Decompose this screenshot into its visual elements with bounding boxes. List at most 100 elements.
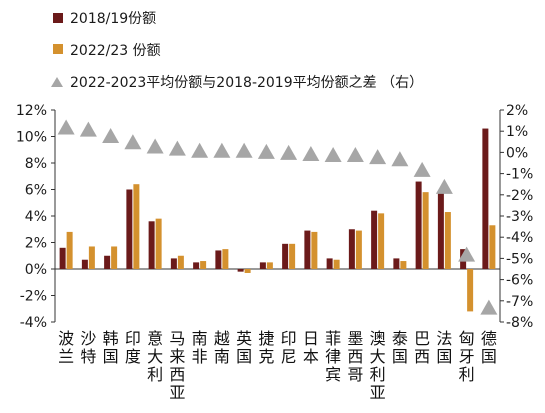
bar	[415, 181, 422, 269]
category-tick-label: 意大利	[147, 329, 163, 384]
point	[79, 121, 97, 137]
category-tick-label: 越南	[214, 329, 230, 366]
bar	[133, 184, 140, 269]
legend-swatch-series-3	[51, 77, 63, 87]
right-tick-label: 0%	[506, 145, 528, 161]
category-labels: 波兰沙特韩国印度意大利马来西亚南非越南英国捷克印尼日本菲律宾墨西哥澳大利亚泰国巴…	[58, 329, 497, 402]
bar	[437, 190, 444, 269]
point	[391, 151, 409, 167]
right-tick-label: -5%	[506, 251, 533, 267]
bar	[259, 262, 266, 269]
bar	[304, 230, 311, 269]
bar	[200, 261, 207, 269]
category-tick-label: 巴西	[414, 329, 430, 366]
left-tick-label: 4%	[25, 209, 47, 225]
bar	[177, 255, 184, 269]
bar	[400, 261, 407, 269]
left-tick-label: 8%	[25, 156, 47, 172]
point	[235, 142, 253, 158]
right-tick-label: 2%	[506, 103, 528, 119]
category-tick-label: 日本	[303, 329, 319, 366]
bar	[378, 213, 385, 269]
bar	[88, 246, 95, 269]
point	[191, 142, 209, 158]
bar	[81, 259, 88, 269]
bars	[59, 128, 496, 312]
point	[213, 142, 231, 158]
point	[102, 127, 120, 143]
axes: -4% -2% 0% 2% 4% 6% 8% 10% 12% -8% -7% -6% -5% -4% -3%…	[16, 103, 533, 331]
category-tick-label: 捷克	[258, 329, 274, 366]
bar	[237, 269, 244, 272]
category-tick-label: 德国	[481, 329, 497, 366]
left-tick-label: -2%	[20, 289, 47, 305]
left-tick-label: -4%	[20, 315, 47, 331]
right-tick-label: -8%	[506, 315, 533, 331]
bar	[289, 243, 296, 269]
point	[257, 143, 275, 159]
legend-label-series-3: 2022-2023平均份额与2018-2019平均份额之差 （右）	[70, 75, 423, 91]
bar	[282, 243, 289, 269]
bar	[59, 247, 66, 269]
left-tick-label: 0%	[25, 262, 47, 278]
bar	[266, 262, 273, 269]
category-tick-label: 匈牙利	[459, 329, 475, 384]
bar	[422, 192, 429, 269]
category-tick-label: 印度	[125, 329, 141, 366]
category-tick-label: 泰国	[392, 329, 408, 366]
legend-swatch-series-1	[53, 13, 63, 23]
legend-swatch-series-2	[53, 44, 63, 54]
bar	[393, 258, 400, 269]
category-tick-label: 法国	[436, 329, 452, 366]
left-tick-label: 6%	[25, 183, 47, 199]
bar	[222, 249, 229, 269]
point	[146, 138, 164, 154]
legend-label-series-2: 2022/23 份额	[70, 43, 161, 59]
point	[302, 145, 320, 161]
right-tick-label: -4%	[506, 230, 533, 246]
category-tick-label: 南非	[192, 329, 208, 366]
bar	[355, 230, 362, 269]
point	[124, 134, 142, 150]
category-tick-label: 澳大利亚	[370, 329, 386, 402]
point	[413, 161, 431, 177]
legend-label-series-1: 2018/19份额	[70, 11, 156, 27]
category-tick-label: 波兰	[58, 329, 74, 366]
bar	[489, 225, 496, 269]
right-tick-label: -2%	[506, 188, 533, 204]
bar	[311, 231, 318, 269]
bar	[155, 218, 162, 269]
point	[435, 178, 453, 194]
bar	[66, 231, 73, 269]
point	[480, 299, 498, 315]
markers	[57, 119, 498, 315]
point	[458, 246, 476, 262]
bar	[193, 262, 200, 269]
bar	[482, 128, 489, 269]
bar	[371, 210, 378, 269]
point	[168, 140, 186, 156]
legend: 2018/19份额 2022/23 份额 2022-2023平均份额与2018-…	[51, 11, 423, 91]
category-tick-label: 菲律宾	[325, 329, 341, 384]
bar	[104, 255, 111, 269]
left-tick-label: 12%	[16, 103, 47, 119]
bar	[348, 229, 355, 269]
bar	[170, 258, 177, 269]
left-tick-label: 2%	[25, 236, 47, 252]
bar	[333, 259, 340, 269]
left-tick-label: 10%	[16, 130, 47, 146]
right-tick-label: -6%	[506, 273, 533, 289]
point	[324, 147, 342, 163]
bar	[444, 212, 451, 269]
bar	[126, 189, 133, 269]
point	[280, 144, 298, 160]
right-tick-label: 1%	[506, 124, 528, 140]
point	[346, 147, 364, 163]
right-tick-label: -1%	[506, 167, 533, 183]
category-tick-label: 马来西亚	[169, 329, 185, 402]
category-tick-label: 墨西哥	[347, 329, 363, 384]
category-tick-label: 印尼	[281, 329, 297, 366]
category-tick-label: 英国	[236, 329, 252, 366]
right-tick-label: -3%	[506, 209, 533, 225]
